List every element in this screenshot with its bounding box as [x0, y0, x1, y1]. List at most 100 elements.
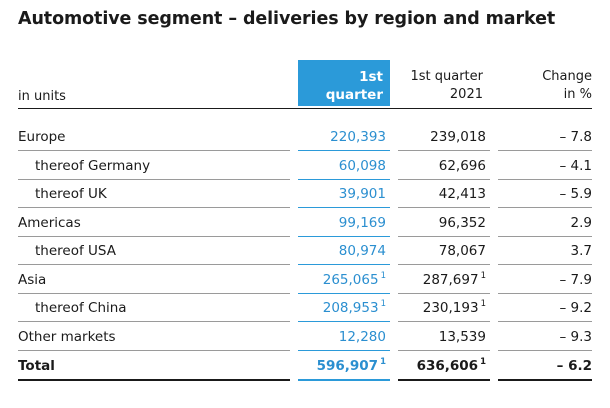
- previous-value-text: 13,539: [438, 329, 486, 345]
- row-divider: [18, 150, 290, 151]
- previous-quarter-value: 78,067: [398, 243, 490, 259]
- row-divider-previous: [398, 179, 490, 180]
- row-divider-previous: [398, 150, 490, 151]
- row-divider-current: [298, 350, 390, 351]
- row-divider-change: [498, 150, 592, 151]
- row-divider-current: [298, 264, 390, 265]
- row-divider: [18, 293, 290, 294]
- column-header-previous-line1: 1st quarter: [410, 69, 483, 84]
- change-value: – 4.1: [559, 158, 592, 174]
- row-divider-previous: [398, 321, 490, 322]
- row-divider-previous: [398, 236, 490, 237]
- previous-value-text: 62,696: [438, 158, 486, 174]
- previous-value-text: 96,352: [438, 215, 486, 231]
- total-rule-current: [298, 379, 390, 381]
- row-divider-current: [298, 293, 390, 294]
- change-value: – 6.2: [556, 358, 592, 374]
- current-quarter-value: 80,974: [298, 243, 390, 259]
- previous-value-text: 42,413: [438, 186, 486, 202]
- row-label: thereof USA: [35, 243, 116, 259]
- footnote-marker: 1: [380, 299, 386, 309]
- row-divider-previous: [398, 350, 490, 351]
- current-value-text: 39,901: [338, 186, 386, 202]
- total-rule-change: [498, 379, 592, 381]
- row-divider-change: [498, 264, 592, 265]
- previous-quarter-value: 62,696: [398, 158, 490, 174]
- current-quarter-value: 99,169: [298, 215, 390, 231]
- table-row: Europe 220,393 239,018 – 7.8: [18, 123, 592, 151]
- row-divider: [18, 236, 290, 237]
- total-rule-label: [18, 379, 290, 381]
- column-header-change: Change in %: [498, 68, 592, 104]
- change-value: 3.7: [570, 243, 592, 259]
- row-label: Total: [18, 358, 55, 374]
- current-quarter-value: 60,098: [298, 158, 390, 174]
- table-row-total: Total 596,907 1 636,606 1 – 6.2: [18, 352, 592, 380]
- row-divider-current: [298, 207, 390, 208]
- previous-quarter-value: 287,697 1: [398, 271, 490, 288]
- column-header-current-line2: 2022: [345, 105, 383, 121]
- row-divider-change: [498, 321, 592, 322]
- row-label: Europe: [18, 129, 66, 145]
- column-header-change-line2: in %: [563, 87, 592, 102]
- row-divider: [18, 264, 290, 265]
- row-label: thereof UK: [35, 186, 107, 202]
- previous-value-text: 239,018: [430, 129, 486, 145]
- column-header-change-line1: Change: [542, 69, 592, 84]
- row-divider: [18, 179, 290, 180]
- table-row: thereof USA 80,974 78,067 3.7: [18, 237, 592, 265]
- previous-quarter-value: 636,606 1: [398, 357, 490, 374]
- column-header-current-quarter: 1st quarter 2022: [298, 60, 390, 121]
- total-rule-previous: [398, 379, 490, 381]
- column-header-previous-quarter: 1st quarter 2021: [398, 68, 490, 104]
- table-row: thereof UK 39,901 42,413 – 5.9: [18, 180, 592, 208]
- previous-quarter-value: 230,193 1: [398, 299, 490, 316]
- current-quarter-value: 12,280: [298, 329, 390, 345]
- row-divider-current: [298, 179, 390, 180]
- row-divider-change: [498, 179, 592, 180]
- footnote-marker: 1: [480, 357, 486, 367]
- table-row: thereof China 208,953 1 230,193 1– 9.2: [18, 294, 592, 322]
- row-divider: [18, 350, 290, 351]
- row-divider-change: [498, 350, 592, 351]
- row-divider-current: [298, 150, 390, 151]
- change-value: – 7.9: [559, 272, 592, 288]
- row-label: Asia: [18, 272, 47, 288]
- table-row: Other markets 12,280 13,539 – 9.3: [18, 323, 592, 351]
- row-label: Other markets: [18, 329, 116, 345]
- change-value: – 9.2: [559, 300, 592, 316]
- row-divider-current: [298, 236, 390, 237]
- column-header-current-line1: 1st quarter: [325, 69, 383, 103]
- current-value-text: 99,169: [338, 215, 386, 231]
- previous-quarter-value: 13,539: [398, 329, 490, 345]
- footnote-marker: 1: [380, 271, 386, 281]
- table-row: Americas 99,169 96,352 2.9: [18, 209, 592, 237]
- current-quarter-value: 39,901: [298, 186, 390, 202]
- table-title: Automotive segment – deliveries by regio…: [18, 9, 556, 29]
- current-value-text: 80,974: [338, 243, 386, 259]
- current-value-text: 596,907: [316, 358, 379, 374]
- current-value-text: 265,065: [322, 272, 379, 288]
- row-divider-change: [498, 293, 592, 294]
- current-value-text: 12,280: [338, 329, 386, 345]
- footnote-marker: 1: [480, 271, 486, 281]
- table-row: thereof Germany 60,098 62,696 – 4.1: [18, 152, 592, 180]
- table-row: Asia 265,065 1 287,697 1– 7.9: [18, 266, 592, 294]
- header-divider: [18, 108, 592, 109]
- row-divider-change: [498, 236, 592, 237]
- previous-value-text: 636,606: [416, 358, 479, 374]
- unit-header: in units: [18, 89, 66, 104]
- row-label: thereof Germany: [35, 158, 151, 174]
- footnote-marker: 1: [380, 357, 386, 367]
- change-value: 2.9: [570, 215, 592, 231]
- previous-quarter-value: 239,018: [398, 129, 490, 145]
- change-value: – 5.9: [559, 186, 592, 202]
- row-divider-change: [498, 207, 592, 208]
- current-value-text: 220,393: [330, 129, 386, 145]
- row-divider: [18, 321, 290, 322]
- current-value-text: 208,953: [322, 300, 379, 316]
- current-quarter-value: 208,953 1: [298, 299, 390, 316]
- previous-quarter-value: 96,352: [398, 215, 490, 231]
- current-quarter-value: 265,065 1: [298, 271, 390, 288]
- previous-value-text: 78,067: [438, 243, 486, 259]
